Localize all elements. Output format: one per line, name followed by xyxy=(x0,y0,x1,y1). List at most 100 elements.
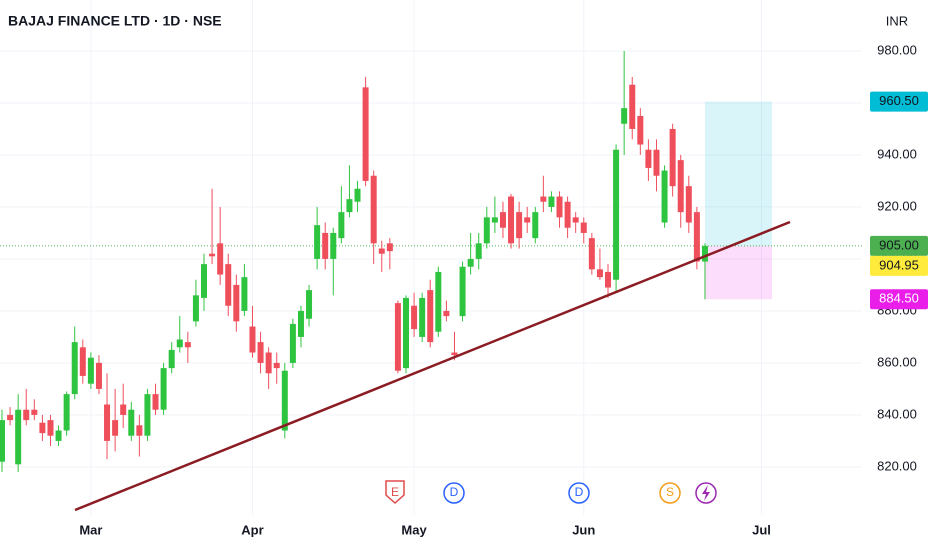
candle-body xyxy=(168,349,175,369)
price-tag-label: 884.50 xyxy=(879,291,919,306)
chart-title: BAJAJ FINANCE LTD · 1D · NSE xyxy=(8,13,222,29)
candle-body xyxy=(669,128,676,187)
x-tick-label: Apr xyxy=(241,522,263,537)
price-tag-label: 960.50 xyxy=(879,93,919,108)
candle-body xyxy=(39,422,46,434)
candle-body xyxy=(524,217,531,223)
currency: INR xyxy=(886,13,908,28)
y-tick-label: 840.00 xyxy=(877,406,917,421)
price-tag-label: 904.95 xyxy=(879,257,919,272)
candle-body xyxy=(370,175,377,244)
candle-body xyxy=(217,243,224,275)
candle-body xyxy=(362,87,369,181)
candle-body xyxy=(55,430,62,441)
candle-body xyxy=(548,196,555,207)
candle-body xyxy=(459,266,466,317)
candle-body xyxy=(31,409,38,415)
split-icon[interactable] xyxy=(659,482,681,504)
candle-body xyxy=(677,160,684,213)
price-axis: 820.00840.00860.00880.00900.00920.00940.… xyxy=(870,42,928,473)
candle-body xyxy=(0,420,5,462)
candle-body xyxy=(128,409,135,436)
candle-body xyxy=(289,323,296,363)
candle-body xyxy=(120,404,127,415)
candle-body xyxy=(443,310,450,317)
candle-body xyxy=(79,347,86,376)
trendline[interactable] xyxy=(74,220,791,512)
candle-body xyxy=(265,352,272,374)
candle-body xyxy=(273,362,280,369)
stop-zone xyxy=(704,245,772,300)
y-tick-label: 820.00 xyxy=(877,458,917,473)
candle-body xyxy=(605,271,611,288)
candle-body xyxy=(15,409,22,465)
candle-body xyxy=(63,394,70,431)
candle-body xyxy=(87,357,94,384)
candle-body xyxy=(403,297,409,369)
price-tag xyxy=(870,91,928,112)
candle-body xyxy=(483,217,490,244)
candle-body xyxy=(580,222,587,233)
candle-body xyxy=(338,212,345,239)
y-tick-label: 920.00 xyxy=(877,198,917,213)
candle-body xyxy=(71,342,78,395)
candle-body xyxy=(516,212,523,239)
candle-body xyxy=(322,232,329,259)
event-label: D xyxy=(450,485,459,499)
candle-body xyxy=(637,115,644,145)
plot-area xyxy=(0,50,862,473)
candle-body xyxy=(314,225,321,259)
y-tick-label: 860.00 xyxy=(877,354,917,369)
price-tag-label: 905.00 xyxy=(879,237,919,252)
candle-body xyxy=(23,409,30,421)
event-label: D xyxy=(575,485,584,499)
candle-body xyxy=(629,84,636,129)
x-tick-label: May xyxy=(401,522,427,537)
grid xyxy=(0,0,862,515)
candle-body xyxy=(451,352,458,356)
event-label: E xyxy=(391,485,399,499)
candle-body xyxy=(233,284,240,322)
x-tick-label: Jul xyxy=(752,522,771,537)
x-tick-label: Mar xyxy=(79,522,102,537)
candle-body xyxy=(613,149,620,280)
x-tick-label: Jun xyxy=(572,522,595,537)
dividend-icon[interactable] xyxy=(443,482,465,504)
candle-body xyxy=(225,264,232,306)
candle-body xyxy=(152,394,159,410)
candle-body xyxy=(47,420,54,436)
price-tag xyxy=(870,235,928,256)
candle-body xyxy=(540,196,547,202)
candle-body xyxy=(136,425,143,436)
candle-body xyxy=(491,217,498,223)
candle-body xyxy=(184,342,191,348)
candle-body xyxy=(661,170,668,223)
candle-body xyxy=(281,370,288,431)
candle-body xyxy=(95,362,102,389)
candle-body xyxy=(7,414,14,421)
candle-body xyxy=(556,196,563,218)
candle-body xyxy=(621,108,628,124)
candle-body xyxy=(241,277,248,311)
dividend-icon[interactable] xyxy=(568,482,590,504)
candle-body xyxy=(354,188,361,202)
earnings-icon[interactable] xyxy=(385,480,405,505)
candle-body xyxy=(112,420,119,436)
candle-body xyxy=(419,297,426,337)
price-tag xyxy=(870,289,928,310)
candle-body xyxy=(378,248,385,254)
target-zone xyxy=(704,101,772,246)
candle-body xyxy=(201,264,207,298)
candle-body xyxy=(435,271,442,332)
candle-body xyxy=(192,295,199,322)
candle-body xyxy=(346,199,353,213)
candle-body xyxy=(249,326,256,353)
y-tick-label: 980.00 xyxy=(877,42,917,57)
candle-body xyxy=(306,290,313,319)
candle-body xyxy=(104,404,111,441)
candle-body xyxy=(160,368,167,410)
candle-body xyxy=(685,186,692,223)
candle-body xyxy=(330,232,337,259)
candle-body xyxy=(386,243,393,252)
